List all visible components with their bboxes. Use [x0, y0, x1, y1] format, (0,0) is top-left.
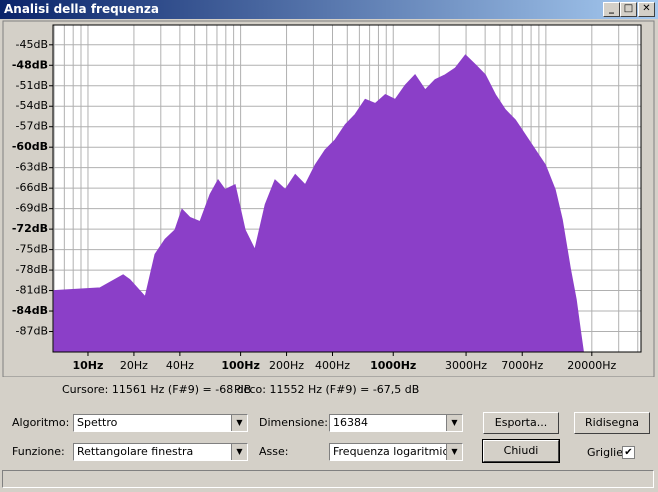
plot-frame — [2, 20, 655, 377]
status-bar — [2, 470, 654, 488]
algorithm-label: Algoritmo: — [12, 416, 70, 429]
y-tick-label: -75dB — [16, 243, 49, 256]
grid-checkbox[interactable]: ✔ — [622, 446, 635, 459]
redraw-button[interactable]: Ridisegna — [574, 412, 650, 434]
spectrum-area — [53, 54, 584, 352]
size-value: 16384 — [333, 416, 368, 429]
y-tick-label: -69dB — [16, 202, 49, 215]
y-tick-label: -66dB — [16, 181, 49, 194]
axis-select[interactable]: Frequenza logaritmica ▼ — [329, 443, 463, 461]
dropdown-arrow: ▼ — [231, 444, 247, 460]
x-tick-label: 20Hz — [120, 359, 148, 372]
plot-border — [52, 24, 642, 353]
x-tick-label: 400Hz — [315, 359, 350, 372]
y-tick-label: -45dB — [16, 38, 49, 51]
grid-checkbox-label: Griglie — [587, 446, 623, 459]
size-select[interactable]: 16384 ▼ — [329, 414, 463, 432]
x-tick-label: 100Hz — [221, 359, 260, 372]
y-tick-label: -78dB — [16, 263, 49, 276]
close-button[interactable]: ✕ — [638, 2, 655, 17]
algorithm-value: Spettro — [77, 416, 118, 429]
x-tick-label: 40Hz — [166, 359, 194, 372]
x-tick-label: 200Hz — [269, 359, 304, 372]
y-tick-label: -48dB — [12, 58, 48, 71]
x-tick-label: 3000Hz — [445, 359, 487, 372]
function-select[interactable]: Rettangolare finestra ▼ — [73, 443, 248, 461]
function-value: Rettangolare finestra — [77, 445, 194, 458]
y-tick-label: -72dB — [12, 222, 48, 235]
window-title: Analisi della frequenza — [4, 2, 159, 16]
y-tick-label: -84dB — [12, 304, 48, 317]
y-tick-label: -51dB — [16, 79, 49, 92]
size-label: Dimensione: — [259, 416, 328, 429]
close-dialog-button[interactable]: Chiudi — [482, 439, 560, 463]
axis-label: Asse: — [259, 445, 289, 458]
y-tick-label: -81dB — [16, 284, 49, 297]
x-tick-label: 20000Hz — [567, 359, 616, 372]
function-label: Funzione: — [12, 445, 65, 458]
cursor-status: Cursore: 11561 Hz (F#9) = -68 dB — [62, 383, 252, 396]
x-tick-label: 10Hz — [73, 359, 104, 372]
axis-value: Frequenza logaritmica — [333, 445, 456, 458]
x-tick-label: 1000Hz — [370, 359, 416, 372]
export-button[interactable]: Esporta... — [483, 412, 559, 434]
x-tick-label: 7000Hz — [501, 359, 543, 372]
dropdown-arrow: ▼ — [446, 415, 462, 431]
dropdown-arrow: ▼ — [231, 415, 247, 431]
maximize-button[interactable]: □ — [620, 2, 637, 17]
algorithm-select[interactable]: Spettro ▼ — [73, 414, 248, 432]
y-tick-label: -63dB — [16, 161, 49, 174]
y-tick-label: -60dB — [12, 140, 48, 153]
y-tick-label: -54dB — [16, 99, 49, 112]
peak-status: Picco: 11552 Hz (F#9) = -67,5 dB — [234, 383, 420, 396]
y-tick-label: -87dB — [16, 325, 49, 338]
minimize-button[interactable]: _ — [603, 2, 620, 17]
title-bar: Analisi della frequenza _ □ ✕ — [0, 0, 658, 19]
chart: 10Hz 20Hz 40Hz 100Hz 200Hz 400Hz 1000Hz 3000Hz 7… — [2, 20, 655, 377]
y-tick-label: -57dB — [16, 120, 49, 133]
dropdown-arrow: ▼ — [446, 444, 462, 460]
